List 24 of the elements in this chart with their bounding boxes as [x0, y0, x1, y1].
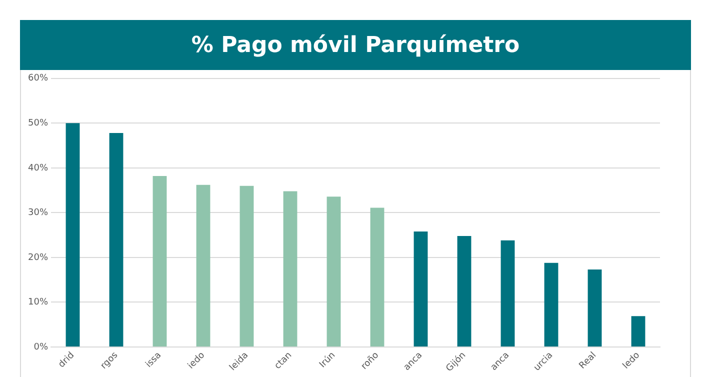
y-tick-label: 30% [28, 208, 48, 218]
chart-title: % Pago móvil Parquímetro [20, 20, 691, 70]
bar [370, 208, 384, 346]
bar [414, 231, 428, 346]
bar [152, 176, 167, 346]
bar [588, 270, 602, 346]
y-tick-label: 40% [28, 163, 48, 174]
y-tick-label: 0% [34, 342, 48, 352]
bar [66, 123, 80, 346]
y-tick-label: 10% [28, 298, 48, 308]
bar [109, 133, 124, 346]
y-tick-label: 60% [28, 74, 48, 84]
bar [500, 240, 515, 346]
bar [240, 186, 254, 346]
bar [283, 191, 298, 346]
bar [326, 196, 341, 346]
y-tick-label: 50% [28, 118, 48, 129]
bar [196, 184, 210, 346]
bar [457, 236, 472, 346]
bar [631, 316, 646, 346]
bar [544, 262, 558, 346]
x-tick-label: Irún [317, 350, 338, 370]
x-tick-label: issa [144, 350, 164, 370]
y-tick-label: 20% [28, 252, 48, 263]
